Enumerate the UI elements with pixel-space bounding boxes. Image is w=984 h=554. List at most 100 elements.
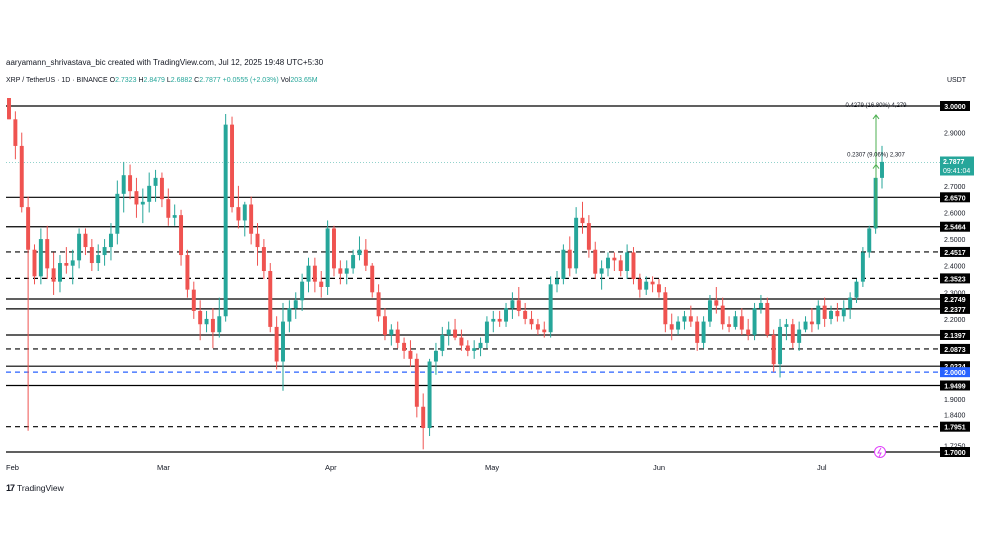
candle [83, 228, 88, 256]
candle [89, 239, 94, 272]
candle-body [637, 279, 642, 290]
candle-body [421, 406, 426, 429]
candle-body [395, 329, 400, 343]
candle [644, 276, 649, 295]
candle-body [191, 289, 196, 311]
candle-body [472, 348, 477, 351]
candle-body [332, 228, 336, 269]
level-badge-bg [940, 303, 970, 314]
symbol-title[interactable]: XRP / TetherUS · 1D · BINANCE [6, 77, 108, 84]
candle-body [268, 271, 273, 327]
current-price-bg [940, 156, 974, 176]
candle [70, 249, 75, 285]
candle-body [688, 316, 693, 322]
candle [746, 318, 751, 341]
candle-body [567, 249, 572, 269]
candle [714, 286, 719, 314]
candle-body [389, 329, 394, 335]
level-badge-label: 2.2749 [944, 297, 966, 304]
candle-body [459, 337, 464, 346]
level-badge-bg [940, 367, 970, 378]
level-badge-bg [940, 293, 970, 304]
level-badge-bg [940, 192, 970, 203]
candle [172, 204, 177, 226]
candle-body [752, 308, 757, 335]
candle [739, 308, 744, 335]
candle-body [134, 191, 139, 205]
candle [835, 302, 840, 322]
candle [867, 225, 872, 258]
candle-body [771, 334, 776, 365]
candle [338, 260, 343, 285]
current-price-badge: 2.7877 09:41:04 [940, 156, 974, 176]
low-label: L [166, 77, 171, 84]
candle [159, 172, 164, 208]
candle [854, 279, 859, 303]
candle [625, 244, 630, 279]
candle-body [26, 207, 31, 250]
candle-body [829, 310, 833, 319]
candle-body [204, 318, 209, 325]
level-badge-label: 2.2377 [944, 307, 966, 314]
candle [682, 310, 687, 330]
projection-annotations: 0.4279 (16.80%) 4,279 0.2307 (9.06%) 2,30… [845, 103, 907, 458]
candle-body [860, 252, 865, 282]
candle [357, 236, 362, 261]
candle-body [720, 305, 725, 325]
candle [198, 300, 203, 341]
candle-body [427, 361, 432, 429]
candle-body [580, 217, 585, 224]
candle-body [867, 228, 872, 253]
candle [440, 326, 445, 357]
candle-body [351, 255, 356, 269]
change-value: +0.0555 (+2.03%) [222, 77, 279, 84]
candle [108, 223, 113, 261]
candle [281, 302, 285, 391]
candle [663, 286, 668, 333]
level-badge-7: 2.1397 [940, 329, 970, 340]
candle-body [484, 321, 489, 343]
projection-arrowhead-1 [872, 163, 880, 169]
x-axis-label: May [485, 463, 499, 472]
y-tick-label: 2.9000 [944, 131, 966, 138]
candle [695, 316, 700, 351]
candle [332, 225, 336, 277]
candle-body [159, 177, 164, 200]
high-value: 2.8479 [143, 77, 165, 84]
candle-body [140, 201, 145, 205]
candle-body [880, 161, 884, 178]
candlesticks [7, 98, 884, 450]
y-tick-label: 1.9000 [944, 397, 966, 404]
level-badge-bg [940, 361, 970, 372]
candle-body [841, 308, 846, 317]
level-badge-label: 2.5464 [944, 225, 966, 232]
level-badge-label: 1.7000 [944, 450, 966, 457]
candle-body [548, 284, 553, 333]
event-marker-bolt [877, 447, 882, 458]
level-badge-bg [940, 221, 970, 232]
y-tick-label: 1.8400 [944, 413, 966, 420]
currency-label[interactable]: USDT [947, 77, 967, 84]
candle-body [599, 268, 604, 274]
low-value: 2.6882 [170, 77, 193, 84]
candle [504, 302, 509, 327]
candle [542, 321, 547, 338]
y-tick-label: 2.5000 [944, 237, 966, 244]
candle [758, 294, 763, 314]
candle-body [402, 342, 407, 351]
level-badge-label: 2.3523 [944, 276, 966, 283]
level-badge-label: 2.6570 [944, 195, 966, 202]
candle-body [803, 321, 808, 330]
candle-body [504, 308, 509, 322]
candle [128, 164, 133, 200]
candle [19, 132, 24, 213]
candle-body [682, 316, 687, 322]
x-axis-label: Apr [325, 463, 337, 472]
candle [784, 318, 789, 341]
candle [402, 337, 407, 359]
candle [147, 172, 152, 213]
candle-body [433, 350, 438, 362]
candle-body [491, 318, 496, 322]
candle-body [338, 268, 343, 274]
